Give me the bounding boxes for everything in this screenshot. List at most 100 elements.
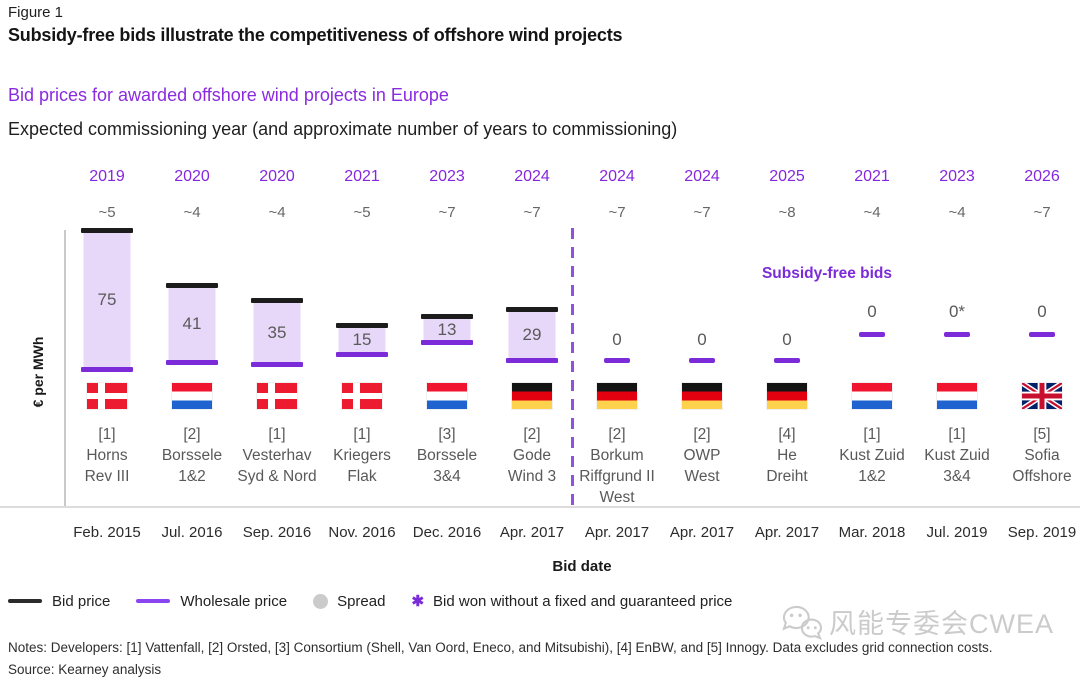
project-name-line: 1&2 (178, 468, 206, 485)
project-name-line: 1&2 (858, 468, 886, 485)
project-label: [1] Kust Zuid 3&4 (915, 424, 1000, 487)
years-to-commissioning-label: ~5 (353, 204, 371, 221)
flag-united-kingdom-icon (1022, 383, 1062, 409)
spread-value-label: 75 (97, 290, 117, 309)
developer-ref-label: [2] (608, 426, 626, 443)
years-to-commissioning-label: ~4 (268, 204, 286, 221)
spread-value-label: 35 (267, 322, 287, 342)
project-column: 2021 ~4 0 [1] Kust Zuid 1&2 Mar. 2018 (830, 160, 915, 560)
wholesale-price-line (506, 358, 558, 363)
bid-price-line (506, 307, 558, 312)
flag-germany-icon (767, 383, 807, 409)
bid-date-label: Apr. 2017 (669, 524, 735, 541)
bid-date-label: Apr. 2017 (584, 524, 650, 541)
project-name-line: 3&4 (433, 468, 461, 485)
zero-spread-label: 0 (697, 330, 707, 349)
years-to-commissioning-label: ~5 (98, 204, 116, 221)
developer-ref-label: [4] (778, 426, 796, 443)
commissioning-year-label: 2020 (174, 168, 210, 185)
commissioning-year-label: 2024 (684, 168, 720, 185)
legend-bid-price-label: Bid price (52, 592, 111, 610)
y-axis-line (64, 230, 66, 506)
flag-netherlands-icon (937, 383, 977, 409)
x-axis-label: Bid date (552, 558, 612, 575)
project-column: 2024 ~7 29 [2] Gode Wind 3 Apr. 2017 (490, 160, 575, 560)
developer-ref-label: [5] (1033, 426, 1051, 443)
wholesale-price-dash (689, 358, 715, 363)
developer-ref-label: [2] (183, 426, 201, 443)
flag-denmark-icon (342, 383, 382, 409)
project-column: 2025 ~8 0 [4] He Dreiht Apr. 2017 (745, 160, 830, 560)
subsidy-free-separator-line (571, 228, 574, 506)
wholesale-price-line (421, 340, 473, 345)
zero-spread-label: 0 (1037, 302, 1047, 321)
project-column: 2021 ~5 15 [1] Kriegers Flak Nov. 2016 (320, 160, 405, 560)
wholesale-price-line-icon (136, 599, 171, 603)
commissioning-year-label: 2019 (89, 168, 125, 185)
bid-price-line (166, 283, 218, 288)
bid-date-label: Mar. 2018 (838, 524, 906, 541)
project-name-line: Borssele (416, 447, 478, 464)
commissioning-year-label: 2021 (344, 168, 380, 185)
bid-date-label: Feb. 2015 (73, 524, 141, 541)
legend-spread-label: Spread (337, 592, 386, 610)
legend-item-spread: Spread (313, 593, 385, 610)
developer-ref-label: [1] (353, 426, 371, 443)
project-column: 2024 ~7 0 [2] Borkum Riffgrund II West Apr. 201… (575, 160, 660, 560)
source-text: Source: Kearney analysis (8, 662, 162, 677)
chart-columns: 2019 ~5 75 [1] Horns Rev III Feb. 2015 2020 ~4 41… (0, 160, 1080, 560)
wholesale-price-dash (944, 332, 970, 337)
project-column: 2023 ~4 0* [1] Kust Zuid 3&4 Jul. 2019 (915, 160, 1000, 560)
flag-germany-icon (512, 383, 552, 409)
spread-dot-icon (313, 593, 329, 609)
zero-spread-label: 0* (948, 302, 966, 321)
bid-date-label: Apr. 2017 (499, 524, 565, 541)
bid-date-label: Nov. 2016 (328, 524, 396, 541)
spread-value-label: 15 (352, 330, 372, 349)
x-axis-line (0, 506, 1080, 508)
legend-asterisk-note: Bid won without a fixed and guaranteed p… (433, 592, 733, 610)
commissioning-year-label: 2021 (854, 168, 890, 185)
project-label: [2] Borkum Riffgrund II West (575, 424, 660, 508)
project-name-line: Rev III (84, 468, 130, 485)
chart-subtitle: Bid prices for awarded offshore wind pro… (8, 85, 449, 105)
wechat-icon (782, 605, 822, 640)
project-label: [4] He Dreiht (745, 424, 830, 487)
project-label: [1] Horns Rev III (65, 424, 150, 487)
project-name-line: 3&4 (943, 468, 971, 485)
developer-ref-label: [3] (438, 426, 456, 443)
flag-denmark-icon (257, 383, 297, 409)
legend-item-bid-price: Bid price (8, 593, 110, 610)
project-column: 2020 ~4 41 [2] Borssele 1&2 Jul. 2016 (150, 160, 235, 560)
years-to-commissioning-label: ~4 (948, 204, 966, 221)
flag-netherlands-icon (427, 383, 467, 409)
legend-wholesale-price-label: Wholesale price (180, 592, 288, 610)
spread-bar (83, 233, 131, 367)
bid-price-line (81, 228, 133, 233)
watermark-text: 风能专委会CWEA (829, 609, 1054, 639)
project-label: [1] Vesterhav Syd & Nord (235, 424, 320, 487)
project-name-line: Kust Zuid (924, 447, 990, 464)
developer-ref-label: [1] (863, 426, 881, 443)
flag-netherlands-icon (172, 383, 212, 409)
developer-ref-label: [1] (268, 426, 286, 443)
project-name-line: He (777, 447, 797, 464)
project-name-line: Offshore (1012, 468, 1072, 485)
developer-ref-label: [2] (693, 426, 711, 443)
bid-price-line-icon (8, 599, 42, 603)
project-label: [3] Borssele 3&4 (405, 424, 490, 487)
spread-value-label: 13 (437, 319, 457, 339)
project-label: [1] Kust Zuid 1&2 (830, 424, 915, 487)
project-name-line: West (684, 468, 720, 485)
commissioning-year-label: 2026 (1024, 168, 1060, 185)
spread-bar (168, 288, 216, 360)
project-name-line: Kust Zuid (839, 447, 905, 464)
bid-date-label: Jul. 2019 (926, 524, 988, 541)
watermark: 风能专委会CWEA (779, 602, 1054, 641)
commissioning-year-label: 2024 (514, 168, 550, 185)
zero-spread-label: 0 (612, 330, 622, 349)
spread-value-label: 41 (182, 314, 202, 333)
subsidy-free-label: Subsidy-free bids (761, 265, 893, 282)
project-column: 2019 ~5 75 [1] Horns Rev III Feb. 2015 (65, 160, 150, 560)
flag-denmark-icon (87, 383, 127, 409)
